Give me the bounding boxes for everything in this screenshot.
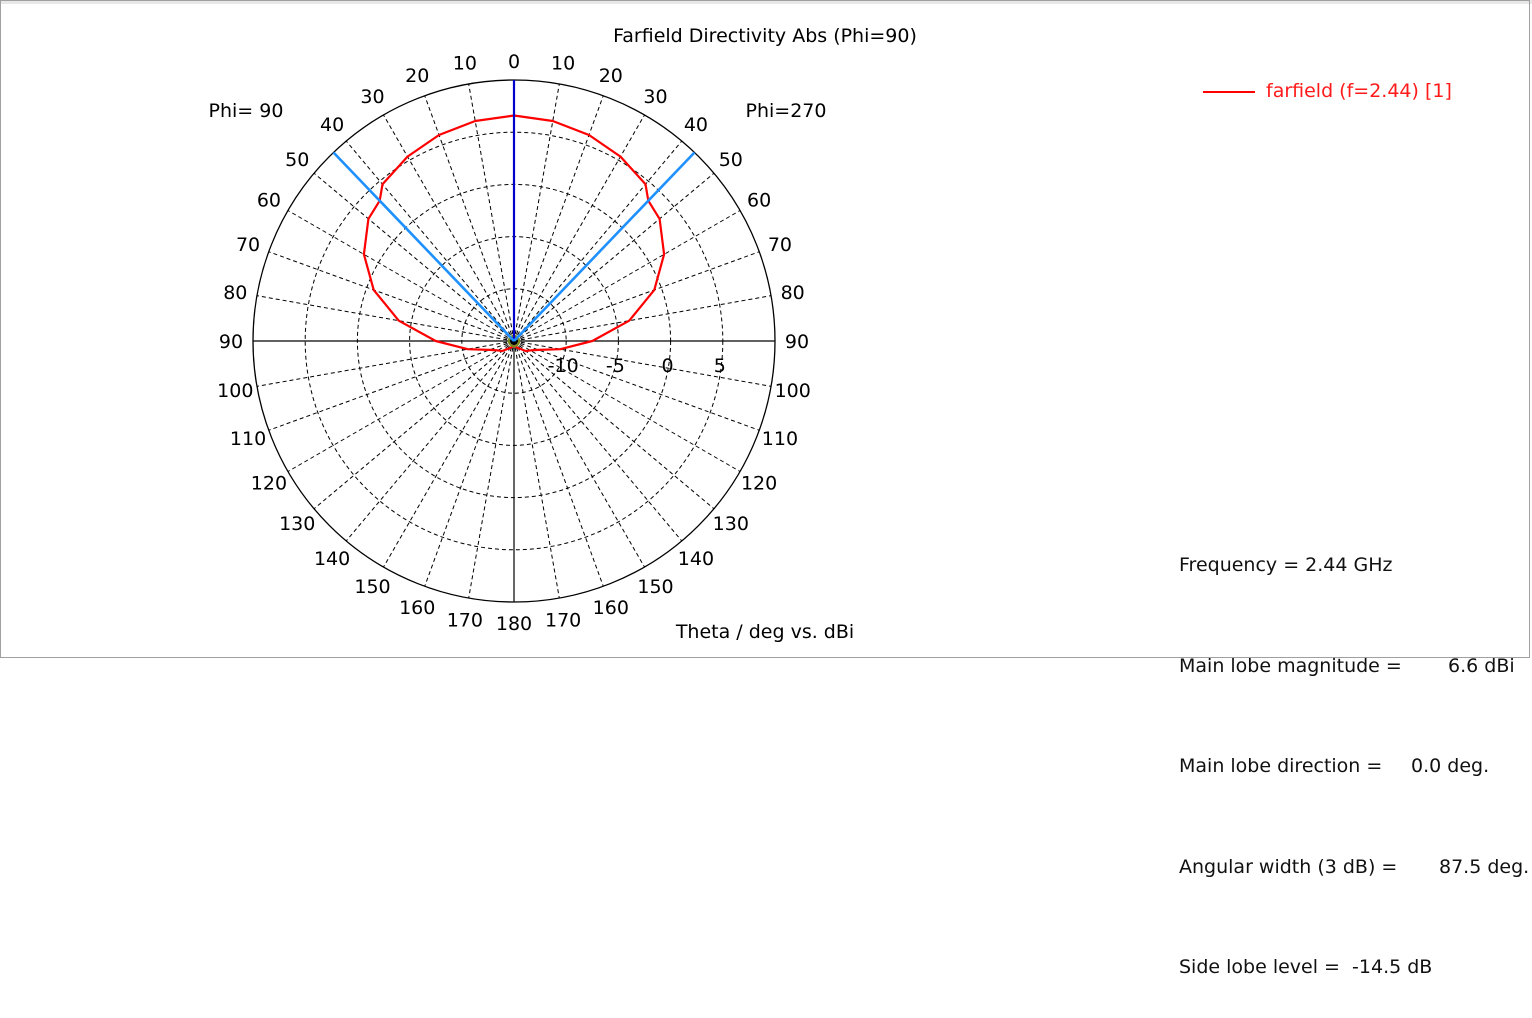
info-label: Angular width (3 dB) = — [1179, 855, 1398, 878]
beamwidth-line — [332, 151, 515, 342]
grid-spoke — [313, 172, 515, 342]
grid-spoke — [468, 83, 515, 342]
grid-spoke — [513, 340, 715, 510]
theta-tick-label: 150 — [637, 576, 673, 598]
theta-tick-label: 120 — [741, 473, 777, 495]
grid-spoke — [256, 295, 515, 342]
theta-tick-label: 80 — [223, 282, 247, 304]
info-main-lobe-direction: Main lobe direction = 0.0 deg. — [1179, 750, 1489, 784]
grid-spoke — [468, 340, 515, 599]
grid-spoke — [513, 340, 760, 431]
beamwidth-line — [513, 151, 696, 342]
grid-spoke — [513, 114, 645, 342]
grid-spoke — [513, 95, 604, 342]
theta-tick-label: 90 — [785, 331, 809, 353]
theta-tick-label: 180 — [496, 613, 532, 635]
theta-tick-label: 80 — [781, 282, 805, 304]
theta-tick-label: 100 — [217, 380, 253, 402]
radial-tick-labels: -10 -5 0 5 — [548, 355, 726, 377]
theta-tick-labels: 0 101020203030404050506060707080809090100… — [217, 51, 811, 635]
theta-tick-label: 60 — [747, 190, 771, 212]
theta-tick-label: 10 — [551, 52, 575, 74]
axis-label: Theta / deg vs. dBi — [675, 621, 854, 643]
left-half-label: Phi= 90 — [209, 100, 284, 122]
polar-plot: Farfield Directivity Abs (Phi=90) Phi= 9… — [209, 25, 917, 643]
theta-tick-label: 70 — [768, 234, 792, 256]
theta-tick-label: 170 — [545, 610, 581, 632]
grid-spoke — [513, 210, 741, 342]
grid-spoke — [383, 114, 515, 342]
info-main-lobe-magnitude: Main lobe magnitude = 6.6 dBi — [1179, 650, 1515, 684]
info-label: Main lobe direction = — [1179, 755, 1383, 777]
info-label: Main lobe magnitude = — [1179, 654, 1402, 677]
grid-spoke — [513, 295, 772, 342]
grid-spoke — [513, 340, 560, 599]
legend-swatch — [1203, 91, 1255, 93]
grid-spoke — [513, 340, 741, 472]
theta-tick-label: 20 — [405, 65, 429, 87]
grid-spoke — [287, 210, 515, 342]
theta-tick-label: 110 — [230, 428, 266, 450]
theta-tick-label: 50 — [285, 149, 309, 171]
chart-title: Farfield Directivity Abs (Phi=90) — [613, 25, 917, 47]
radial-tick-label: -10 — [548, 355, 579, 377]
radial-tick-label: 0 — [662, 355, 674, 377]
theta-tick-label: 90 — [219, 331, 243, 353]
theta-tick-label: 160 — [593, 597, 629, 619]
radial-tick-label: 5 — [714, 355, 726, 377]
legend-label: farfield (f=2.44) [1] — [1266, 80, 1452, 102]
grid-spoke — [268, 340, 515, 431]
theta-tick-label: 60 — [257, 190, 281, 212]
theta-tick-label: 30 — [360, 86, 384, 108]
grid-spoke — [345, 140, 515, 342]
grid-spoke — [513, 251, 760, 342]
grid-spoke — [383, 340, 515, 568]
plot-frame — [0, 0, 1530, 658]
series-layer — [332, 80, 696, 353]
theta-tick-label: 150 — [354, 576, 390, 598]
theta-tick-label: 120 — [251, 473, 287, 495]
theta-tick-label: 100 — [775, 380, 811, 402]
info-value: 6.6 dBi — [1448, 654, 1515, 677]
grid-spoke — [268, 251, 515, 342]
grid-spoke — [313, 340, 515, 510]
grid-spoke — [513, 340, 604, 587]
window-top-strip — [0, 0, 1532, 4]
theta-tick-label: 160 — [399, 597, 435, 619]
theta-tick-label: 140 — [314, 548, 350, 570]
info-frequency: Frequency = 2.44 GHz — [1179, 554, 1393, 576]
grid-spoke — [513, 172, 715, 342]
grid-spoke — [287, 340, 515, 472]
info-panel: Frequency = 2.44 GHz Main lobe magnitude… — [1179, 482, 1529, 1018]
theta-tick-label: 10 — [453, 52, 477, 74]
theta-tick-label: 170 — [447, 610, 483, 632]
right-half-label: Phi=270 — [746, 100, 827, 122]
theta-tick-label: 110 — [762, 428, 798, 450]
theta-tick-label: 0 — [508, 51, 520, 73]
info-value: 0.0 deg. — [1411, 755, 1490, 777]
grid-spoke — [424, 340, 515, 587]
info-angular-width: Angular width (3 dB) = 87.5 deg. — [1179, 851, 1529, 885]
grid-spoke — [513, 140, 683, 342]
grid-spoke — [345, 340, 515, 542]
grid-spoke — [513, 83, 560, 342]
theta-tick-label: 30 — [643, 86, 667, 108]
theta-tick-label: 130 — [279, 513, 315, 535]
grid-spoke — [513, 340, 683, 542]
theta-tick-label: 20 — [599, 65, 623, 87]
radial-tick-label: -5 — [606, 355, 625, 377]
info-value: 87.5 deg. — [1439, 855, 1530, 878]
theta-tick-label: 40 — [684, 114, 708, 136]
grid-spoke — [424, 95, 515, 342]
theta-tick-label: 130 — [713, 513, 749, 535]
theta-tick-label: 70 — [236, 234, 260, 256]
theta-tick-label: 40 — [320, 114, 344, 136]
theta-tick-label: 50 — [719, 149, 743, 171]
grid-spoke — [513, 340, 645, 568]
theta-tick-label: 140 — [678, 548, 714, 570]
info-side-lobe-level: Side lobe level = -14.5 dB — [1179, 956, 1433, 978]
